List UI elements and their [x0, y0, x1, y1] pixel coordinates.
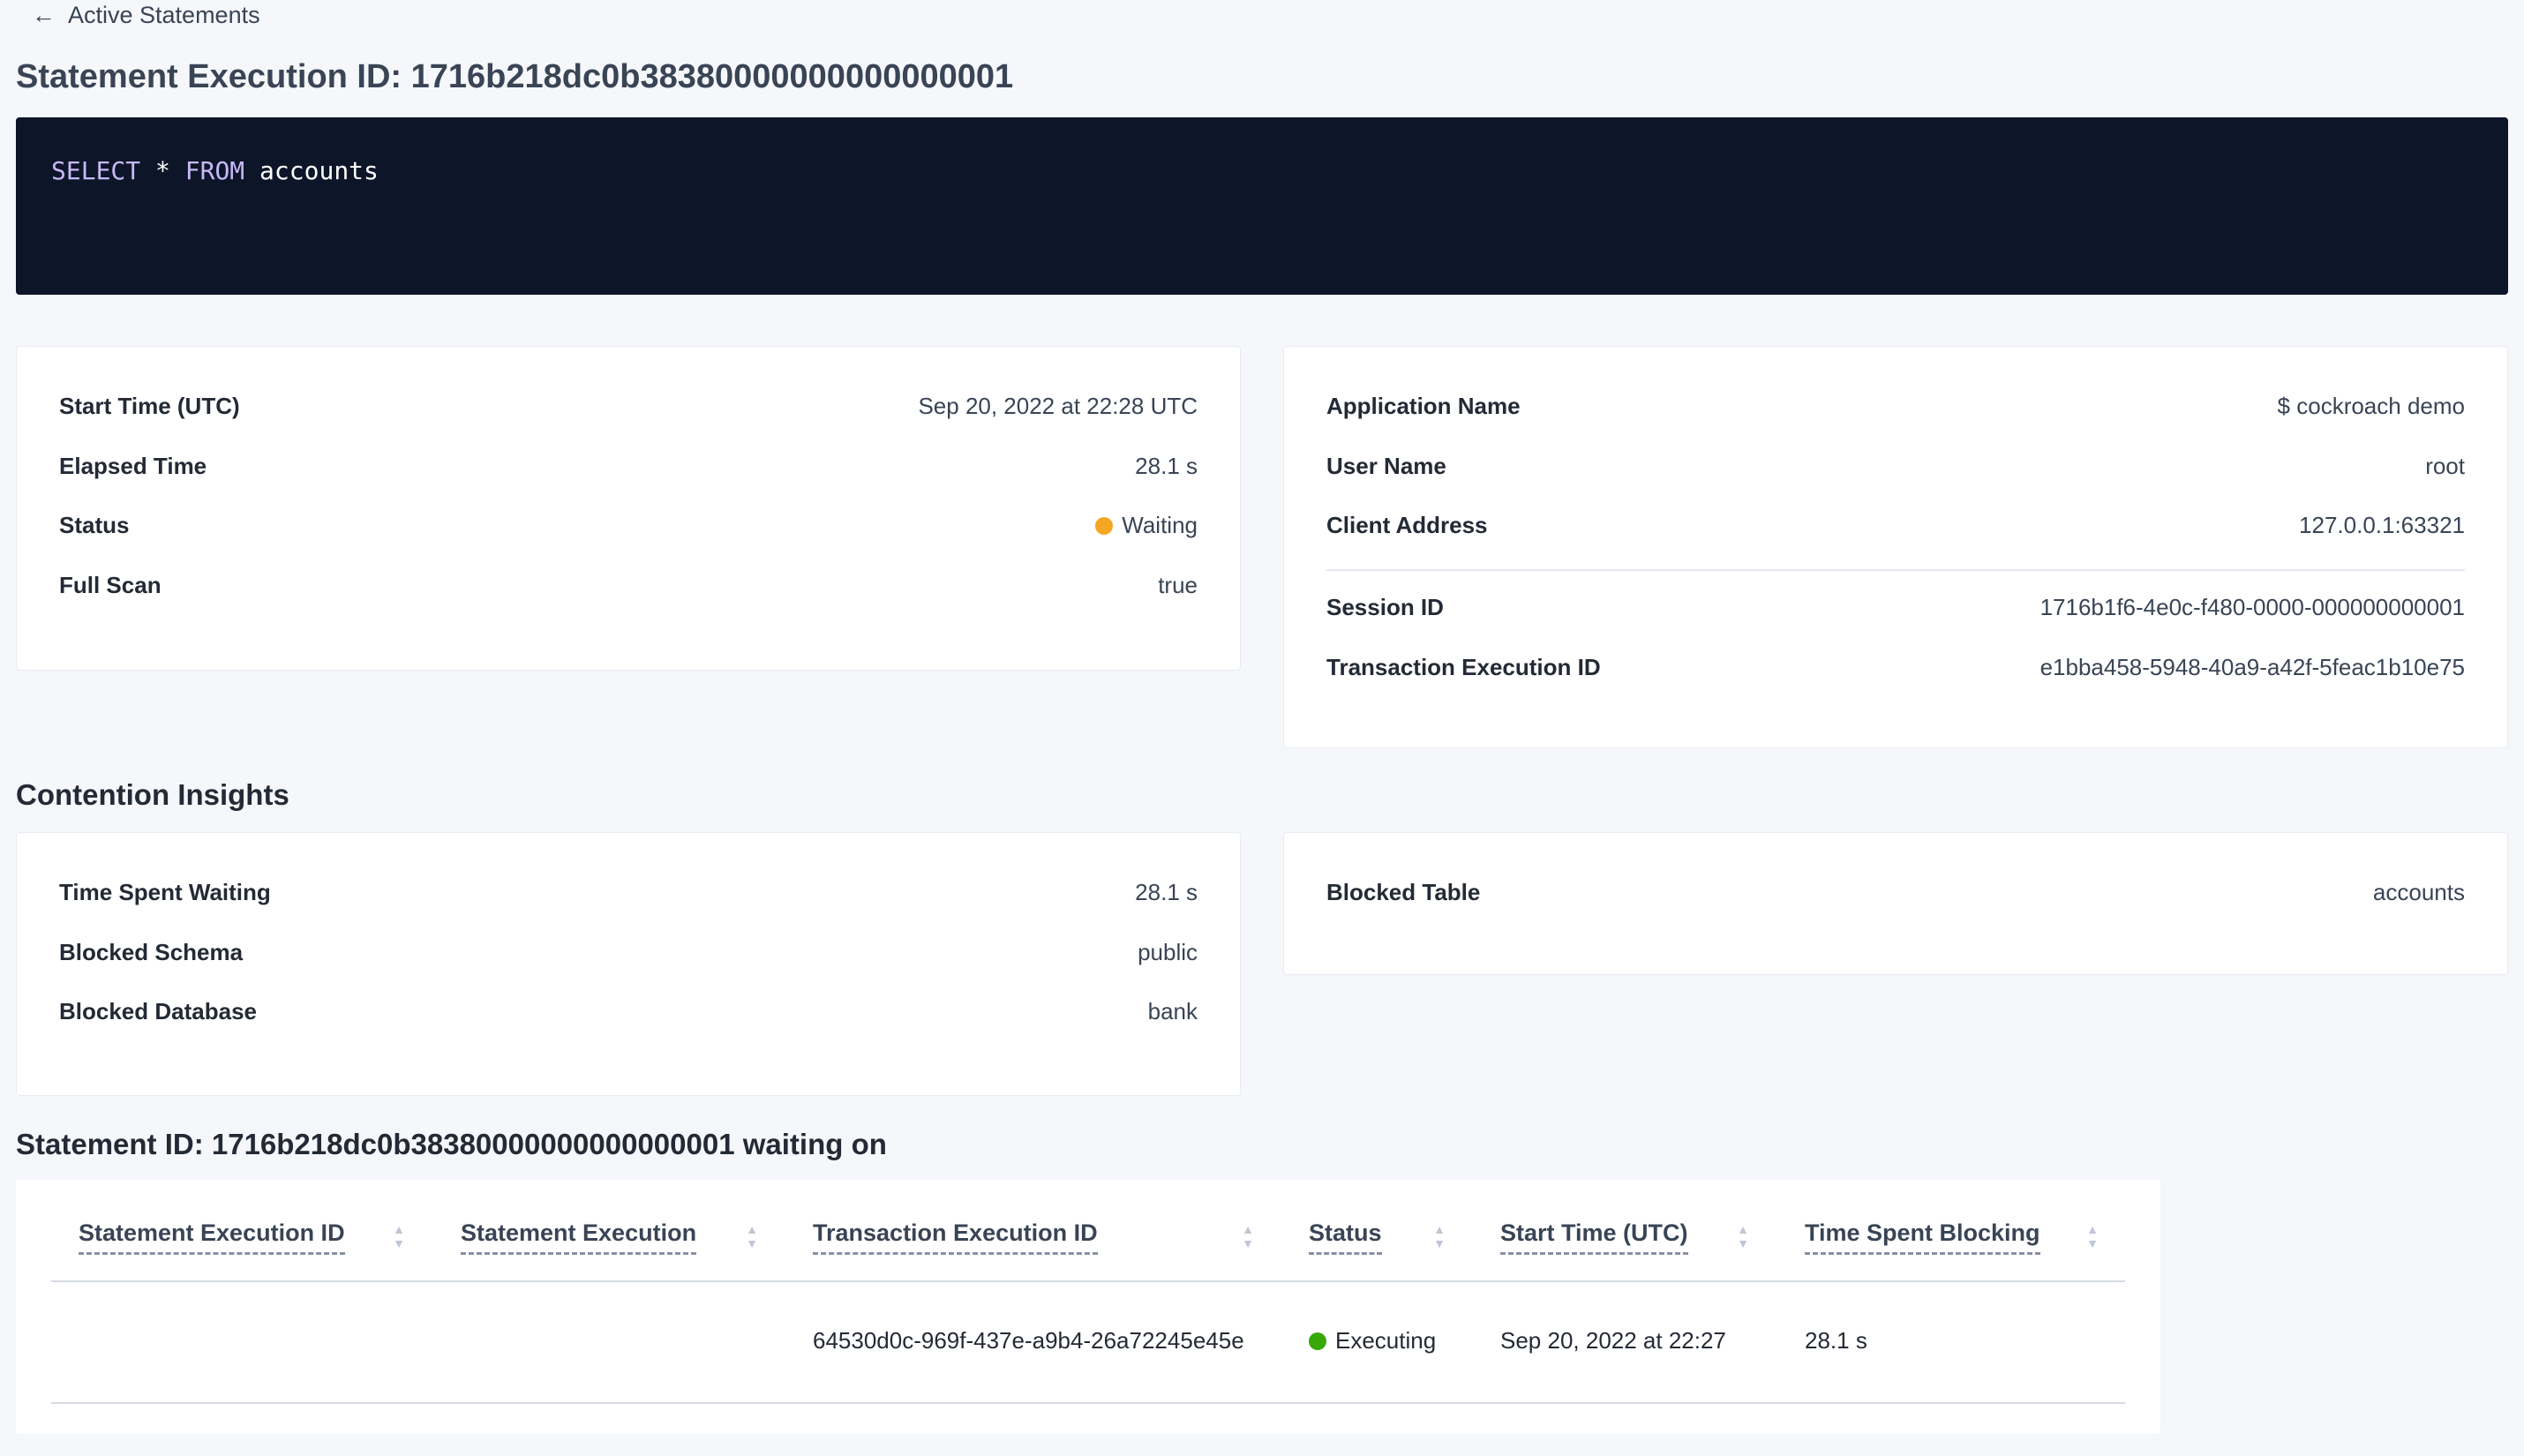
- detail-label: Status: [59, 512, 130, 538]
- detail-label: User Name: [1326, 453, 1446, 479]
- session-id-link[interactable]: 1716b1f6-4e0c-f480-0000-000000000001: [2039, 594, 2465, 620]
- detail-label: Application Name: [1326, 393, 1521, 419]
- divider: [1326, 569, 2465, 571]
- detail-row: Blocked Table accounts: [1326, 879, 2465, 906]
- detail-label: Session ID: [1326, 594, 1444, 620]
- detail-row: Time Spent Waiting 28.1 s: [59, 879, 1198, 906]
- contention-card-right: Blocked Table accounts: [1283, 832, 2508, 975]
- detail-value: 28.1 s: [1135, 453, 1198, 479]
- detail-value: accounts: [2372, 879, 2465, 905]
- waiting-on-heading: Statement ID: 1716b218dc0b38380000000000…: [16, 1128, 887, 1160]
- sql-code-block: SELECT * FROM accounts: [16, 117, 2508, 295]
- detail-row: Full Scan true: [59, 572, 1198, 599]
- sql-keyword: SELECT: [51, 156, 141, 185]
- overview-card-right: Application Name $ cockroach demo User Na…: [1283, 346, 2508, 748]
- detail-value: 127.0.0.1:63321: [2299, 512, 2465, 538]
- status-dot-icon: [1095, 517, 1114, 535]
- detail-label: Blocked Database: [59, 998, 257, 1024]
- detail-row: Elapsed Time 28.1 s: [59, 453, 1198, 480]
- blocking-table: [16, 1180, 2160, 1434]
- status-badge: Waiting: [1095, 512, 1198, 539]
- detail-row: Start Time (UTC) Sep 20, 2022 at 22:28 UT…: [59, 393, 1198, 420]
- status-text: Executing: [1335, 1327, 1437, 1354]
- detail-row: User Name root: [1326, 453, 2465, 480]
- detail-row: Client Address 127.0.0.1:63321: [1326, 512, 2465, 539]
- header-divider: [51, 1280, 2125, 1282]
- sort-icon[interactable]: ▲ ▼: [1242, 1222, 1254, 1250]
- sql-keyword: FROM: [184, 156, 245, 185]
- sort-icon[interactable]: ▲ ▼: [2086, 1222, 2099, 1250]
- cell-transaction-execution-id: 64530d0c-969f-437e-a9b4-26a72245e45e: [813, 1327, 1244, 1354]
- cell-time-spent-blocking: 28.1 s: [1805, 1327, 1867, 1354]
- detail-label: Elapsed Time: [59, 453, 207, 479]
- detail-label: Time Spent Waiting: [59, 879, 271, 905]
- sql-star: *: [155, 156, 170, 185]
- detail-value: true: [1158, 572, 1198, 598]
- column-header-start-time[interactable]: Start Time (UTC): [1500, 1220, 1688, 1255]
- detail-row: Transaction Execution ID e1bba458-5948-40…: [1326, 654, 2465, 681]
- detail-row: Blocked Database bank: [59, 998, 1198, 1025]
- detail-row: Status Waiting: [59, 512, 1198, 539]
- sort-icon[interactable]: ▲ ▼: [1433, 1222, 1446, 1250]
- detail-label: Start Time (UTC): [59, 393, 240, 419]
- arrow-left-icon: ←: [32, 2, 56, 28]
- contention-card-left: Time Spent Waiting 28.1 s Blocked Schema p…: [16, 832, 1241, 1096]
- column-header-transaction-execution-id[interactable]: Transaction Execution ID: [813, 1220, 1098, 1255]
- column-header-statement-execution-id[interactable]: Statement Execution ID: [79, 1220, 345, 1255]
- detail-label: Blocked Table: [1326, 879, 1481, 905]
- sort-icon[interactable]: ▲ ▼: [393, 1222, 405, 1250]
- back-link[interactable]: ← Active Statements: [32, 2, 260, 28]
- contention-heading: Contention Insights: [16, 778, 289, 811]
- column-header-time-spent-blocking[interactable]: Time Spent Blocking: [1805, 1220, 2040, 1255]
- detail-value: Sep 20, 2022 at 22:28 UTC: [918, 393, 1198, 419]
- detail-value: public: [1138, 939, 1198, 965]
- sort-icon[interactable]: ▲ ▼: [1737, 1222, 1749, 1250]
- detail-row: Blocked Schema public: [59, 939, 1198, 966]
- detail-value: bank: [1147, 998, 1198, 1024]
- status-text: Waiting: [1122, 512, 1198, 538]
- detail-row: Application Name $ cockroach demo: [1326, 393, 2465, 420]
- detail-row: Session ID 1716b1f6-4e0c-f480-0000-000000…: [1326, 594, 2465, 621]
- detail-value: root: [2425, 453, 2465, 479]
- detail-value: $ cockroach demo: [2277, 393, 2465, 419]
- page-title: Statement Execution ID: 1716b218dc0b3838…: [16, 58, 1014, 95]
- sql-table: accounts: [259, 156, 379, 185]
- detail-label: Full Scan: [59, 572, 162, 598]
- row-divider: [51, 1402, 2125, 1404]
- detail-label: Blocked Schema: [59, 939, 244, 965]
- column-header-statement-execution[interactable]: Statement Execution: [461, 1220, 697, 1255]
- cell-start-time: Sep 20, 2022 at 22:27: [1500, 1327, 1726, 1354]
- detail-label: Client Address: [1326, 512, 1488, 538]
- column-header-status[interactable]: Status: [1309, 1220, 1382, 1255]
- detail-value: 28.1 s: [1135, 879, 1198, 905]
- overview-card-left: Start Time (UTC) Sep 20, 2022 at 22:28 UT…: [16, 346, 1241, 671]
- status-dot-icon: [1309, 1332, 1326, 1350]
- cell-status: Executing: [1309, 1327, 1436, 1355]
- transaction-id-link[interactable]: e1bba458-5948-40a9-a42f-5feac1b10e75: [2039, 654, 2465, 680]
- detail-label: Transaction Execution ID: [1326, 654, 1601, 680]
- sort-icon[interactable]: ▲ ▼: [746, 1222, 758, 1250]
